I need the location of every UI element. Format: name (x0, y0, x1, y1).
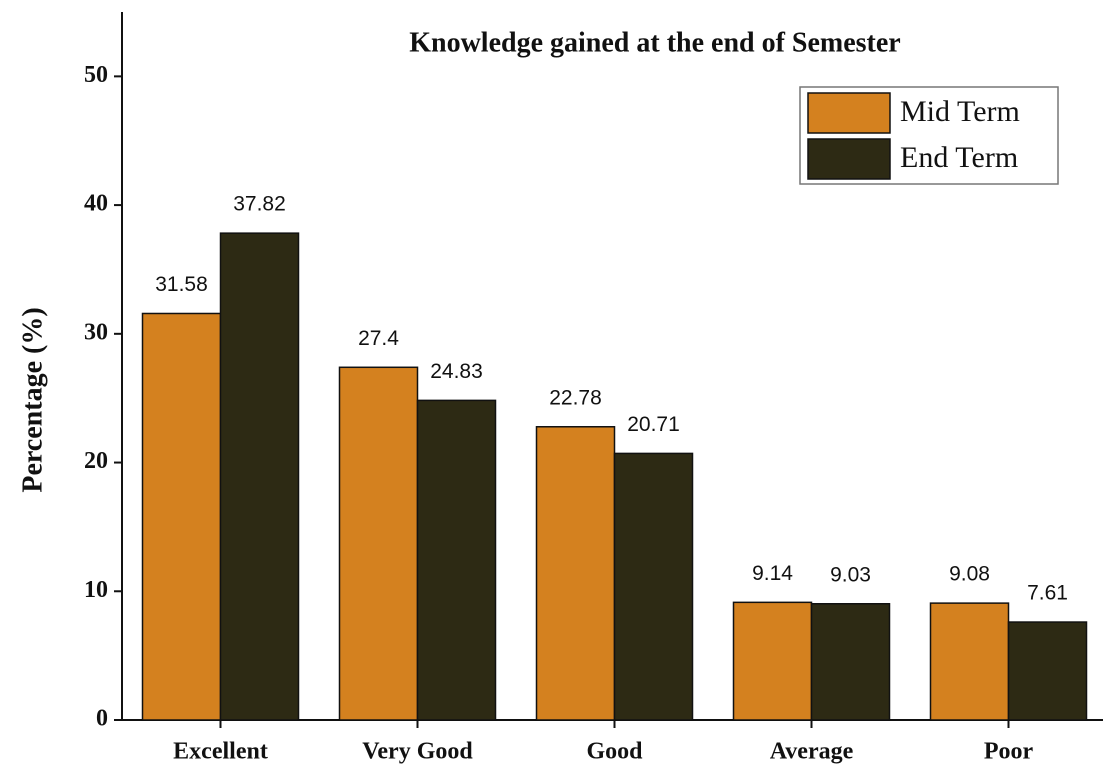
x-tick-label: Very Good (362, 739, 473, 765)
legend-swatch (807, 138, 891, 180)
data-label: 20.71 (627, 413, 680, 436)
bar (535, 426, 616, 721)
data-label: 31.58 (155, 273, 208, 296)
bar (613, 452, 694, 721)
bar (141, 312, 222, 721)
legend-swatch (807, 92, 891, 134)
y-tick-label: 30 (84, 319, 108, 345)
x-tick-label: Excellent (173, 739, 268, 765)
data-label: 37.82 (233, 193, 286, 216)
bar (732, 601, 813, 721)
bar (416, 399, 497, 721)
y-tick-label: 0 (96, 706, 108, 732)
data-label: 24.83 (430, 360, 483, 383)
y-tick-label: 10 (84, 577, 108, 603)
y-axis-label: Percentage (%) (17, 307, 48, 492)
legend-label: Mid Term (900, 95, 1020, 128)
bar (810, 603, 891, 721)
x-tick-label: Good (586, 739, 643, 765)
data-label: 27.4 (358, 327, 399, 350)
data-label: 9.08 (949, 563, 990, 586)
data-label: 9.03 (830, 563, 871, 586)
data-label: 7.61 (1027, 582, 1068, 605)
bar (338, 366, 419, 721)
chart-title: Knowledge gained at the end of Semester (409, 27, 901, 58)
y-tick-label: 40 (84, 191, 108, 217)
x-tick-label: Poor (984, 739, 1034, 765)
bar (219, 232, 300, 721)
x-tick-label: Average (770, 739, 854, 765)
data-label: 9.14 (752, 562, 793, 585)
legend-label: End Term (900, 141, 1018, 174)
y-tick-label: 50 (84, 62, 108, 88)
bar (929, 602, 1010, 721)
data-label: 22.78 (549, 386, 602, 409)
bar (1007, 621, 1088, 721)
y-tick-label: 20 (84, 448, 108, 474)
